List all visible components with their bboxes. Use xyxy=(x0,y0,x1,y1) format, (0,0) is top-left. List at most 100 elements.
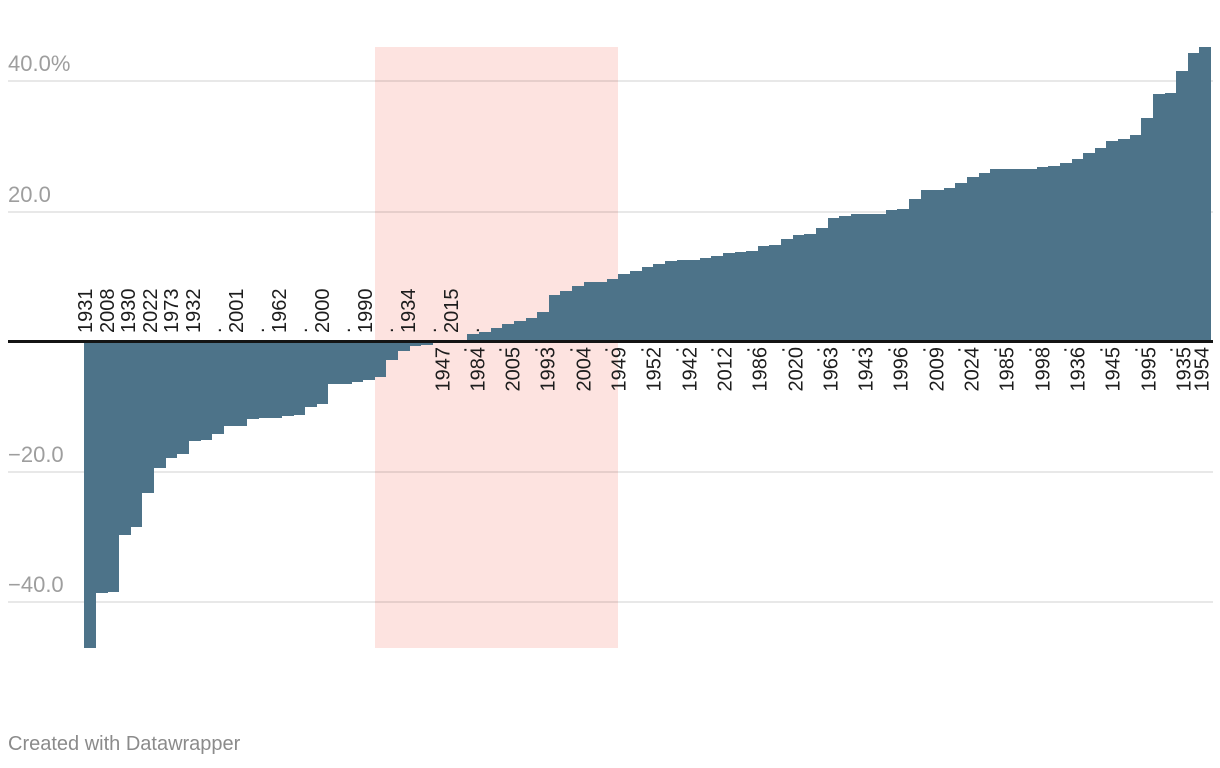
bar[interactable] xyxy=(1129,135,1142,341)
x-axis-line xyxy=(8,339,1213,343)
bar[interactable] xyxy=(304,341,317,408)
bar[interactable] xyxy=(409,341,422,346)
bar[interactable] xyxy=(200,341,213,440)
bar[interactable] xyxy=(1036,166,1049,341)
bar[interactable] xyxy=(839,216,852,341)
bar[interactable] xyxy=(281,341,294,417)
bar[interactable] xyxy=(827,217,840,341)
bar[interactable] xyxy=(699,257,712,341)
bar[interactable] xyxy=(374,341,387,377)
bar[interactable] xyxy=(583,282,596,341)
bar[interactable] xyxy=(513,321,526,341)
bar[interactable] xyxy=(897,208,910,341)
bar[interactable] xyxy=(908,198,921,341)
bar[interactable] xyxy=(1094,147,1107,341)
bar[interactable] xyxy=(1199,47,1212,341)
bar[interactable] xyxy=(769,244,782,341)
bar[interactable] xyxy=(1083,152,1096,341)
bar[interactable] xyxy=(258,341,271,419)
bar[interactable] xyxy=(688,259,701,341)
bar[interactable] xyxy=(955,182,968,341)
bar[interactable] xyxy=(792,234,805,341)
bar[interactable] xyxy=(1059,163,1072,341)
bar[interactable] xyxy=(653,264,666,341)
bar[interactable] xyxy=(757,245,770,341)
bar[interactable] xyxy=(316,341,329,405)
bar[interactable] xyxy=(676,260,689,341)
bar[interactable] xyxy=(990,169,1003,341)
datawrapper-credit-link[interactable]: Created with Datawrapper xyxy=(8,733,241,755)
bar[interactable] xyxy=(211,341,224,435)
bar[interactable] xyxy=(746,250,759,341)
bar[interactable] xyxy=(1118,138,1131,341)
bar[interactable] xyxy=(618,274,631,341)
bar[interactable] xyxy=(188,341,201,441)
bar[interactable] xyxy=(595,281,608,341)
bar[interactable] xyxy=(1176,71,1189,341)
bar[interactable] xyxy=(537,311,550,341)
bar[interactable] xyxy=(862,214,875,341)
bar[interactable] xyxy=(711,256,724,341)
bar[interactable] xyxy=(641,266,654,341)
bar[interactable] xyxy=(525,317,538,341)
bar[interactable] xyxy=(664,260,677,341)
bar[interactable] xyxy=(362,341,375,380)
bar[interactable] xyxy=(630,270,643,341)
bar[interactable] xyxy=(142,341,155,494)
bar[interactable] xyxy=(235,341,248,427)
bar[interactable] xyxy=(269,341,282,419)
bar[interactable] xyxy=(165,341,178,458)
bar[interactable] xyxy=(723,253,736,341)
bar[interactable] xyxy=(1071,158,1084,341)
bar[interactable] xyxy=(571,285,584,341)
bar[interactable] xyxy=(932,189,945,341)
bar[interactable] xyxy=(815,228,828,341)
bar[interactable] xyxy=(351,341,364,382)
bar[interactable] xyxy=(118,341,131,535)
bar[interactable] xyxy=(885,209,898,341)
bar[interactable] xyxy=(386,341,399,361)
x-tick-year-label: 1936 xyxy=(1067,347,1090,392)
bar[interactable] xyxy=(1001,169,1014,341)
bar[interactable] xyxy=(327,341,340,385)
bar[interactable] xyxy=(734,252,747,341)
bar[interactable] xyxy=(1048,165,1061,341)
bar[interactable] xyxy=(943,187,956,341)
bar[interactable] xyxy=(1164,92,1177,341)
bar[interactable] xyxy=(84,341,97,649)
bar[interactable] xyxy=(920,190,933,341)
x-tick-year-label: 1963 xyxy=(820,347,843,392)
bar[interactable] xyxy=(339,341,352,384)
bar[interactable] xyxy=(804,233,817,341)
bar[interactable] xyxy=(967,176,980,341)
bar[interactable] xyxy=(397,341,410,352)
bar[interactable] xyxy=(246,341,259,419)
bar[interactable] xyxy=(850,214,863,341)
bar[interactable] xyxy=(978,172,991,341)
bar[interactable] xyxy=(1025,168,1038,341)
bar[interactable] xyxy=(153,341,166,468)
bar[interactable] xyxy=(560,291,573,341)
bar[interactable] xyxy=(107,341,120,593)
bar[interactable] xyxy=(95,341,108,593)
bar[interactable] xyxy=(548,294,561,341)
bar[interactable] xyxy=(293,341,306,416)
bar[interactable] xyxy=(781,239,794,341)
bar[interactable] xyxy=(1152,93,1165,341)
bar[interactable] xyxy=(1141,118,1154,341)
bar[interactable] xyxy=(420,341,433,346)
bar[interactable] xyxy=(479,331,492,341)
bar[interactable] xyxy=(1106,140,1119,341)
bar[interactable] xyxy=(130,341,143,527)
bar[interactable] xyxy=(1013,168,1026,341)
bar[interactable] xyxy=(223,341,236,427)
bar[interactable] xyxy=(606,278,619,341)
bar[interactable] xyxy=(874,213,887,341)
bar[interactable] xyxy=(502,323,515,341)
y-tick-label: −20.0 xyxy=(8,441,64,467)
bar[interactable] xyxy=(1187,53,1200,341)
bar[interactable] xyxy=(490,327,503,341)
x-tick-year-label: 2024 xyxy=(961,347,984,392)
bar[interactable] xyxy=(467,334,480,341)
bar[interactable] xyxy=(176,341,189,455)
